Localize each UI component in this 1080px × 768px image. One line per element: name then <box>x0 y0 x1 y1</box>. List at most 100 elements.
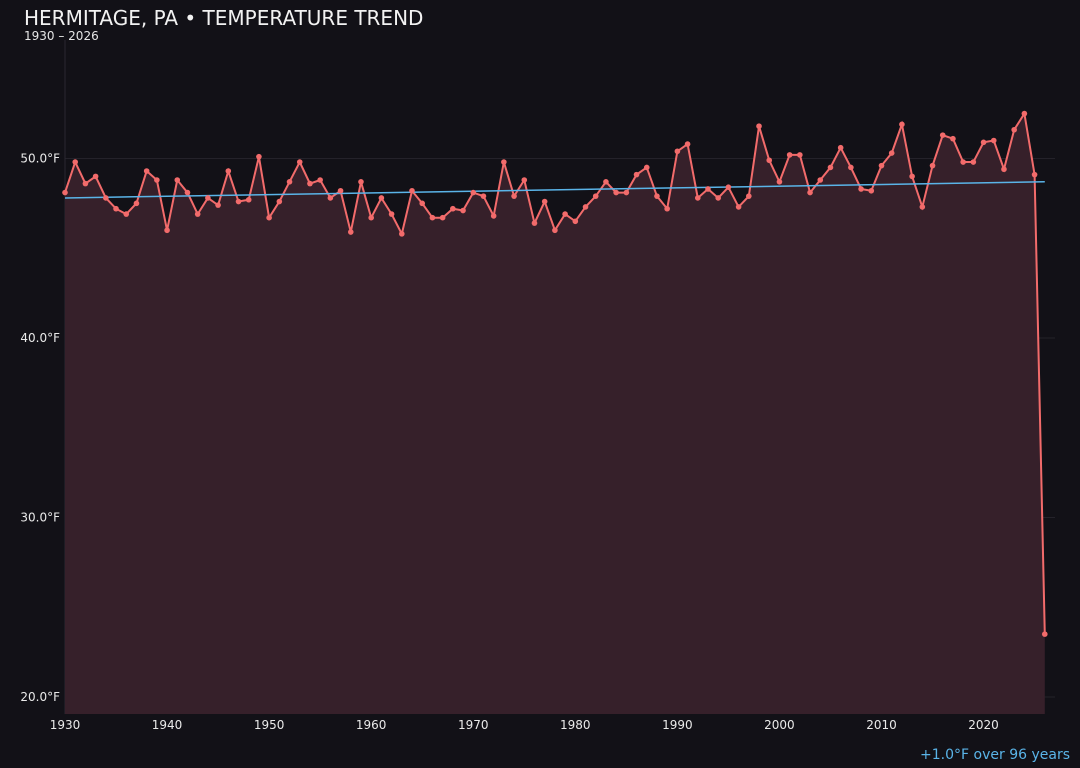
data-point <box>980 139 987 146</box>
data-point <box>705 186 711 192</box>
data-point <box>276 198 283 205</box>
data-point <box>521 177 528 183</box>
data-point <box>347 229 354 235</box>
data-point <box>633 171 640 178</box>
data-point <box>603 179 609 185</box>
data-point <box>470 189 477 196</box>
data-point <box>164 227 170 234</box>
data-point <box>307 180 313 187</box>
x-tick-label: 1980 <box>560 718 591 732</box>
data-point <box>613 189 619 196</box>
data-point <box>82 180 89 187</box>
data-point <box>786 152 793 158</box>
data-point <box>368 214 374 221</box>
data-point <box>133 200 140 207</box>
data-point <box>582 204 589 210</box>
data-point <box>664 205 670 212</box>
data-point <box>837 144 844 151</box>
data-point <box>562 211 568 217</box>
data-point <box>746 193 752 199</box>
data-point <box>970 159 977 165</box>
data-point <box>776 179 783 185</box>
data-point <box>1031 171 1038 178</box>
data-point <box>541 198 548 205</box>
data-point <box>694 195 701 201</box>
data-point <box>429 214 436 221</box>
data-point <box>888 150 895 156</box>
data-point <box>797 152 803 158</box>
data-point <box>245 196 252 203</box>
data-point <box>296 159 303 165</box>
data-point <box>480 193 487 199</box>
y-tick-label: 50.0°F <box>20 151 60 165</box>
x-tick-label: 2000 <box>764 718 795 732</box>
data-point <box>123 211 130 217</box>
data-point <box>654 193 660 199</box>
data-point <box>878 162 885 169</box>
data-point <box>552 227 558 234</box>
data-point <box>337 187 344 194</box>
data-point <box>490 213 497 219</box>
data-point <box>1021 110 1028 117</box>
y-tick-label: 40.0°F <box>20 331 60 345</box>
data-point <box>450 205 456 212</box>
data-point <box>725 184 732 190</box>
data-point <box>286 179 293 185</box>
data-point <box>399 231 405 237</box>
chart-title: HERMITAGE, PA • TEMPERATURE TREND <box>24 6 424 30</box>
data-point <box>256 153 262 160</box>
x-tick-label: 1990 <box>662 718 693 732</box>
data-point <box>643 164 650 171</box>
data-point <box>184 189 191 196</box>
data-point <box>858 186 864 192</box>
data-point <box>225 168 232 174</box>
data-point <box>143 168 150 174</box>
data-point <box>756 123 762 129</box>
data-point <box>939 132 946 138</box>
data-point <box>317 177 323 183</box>
data-point <box>501 159 507 165</box>
data-point <box>409 187 415 194</box>
x-tick-label: 2020 <box>968 718 999 732</box>
y-tick-label: 20.0°F <box>20 690 60 704</box>
data-point <box>378 195 385 201</box>
data-point <box>909 173 915 180</box>
data-point <box>715 195 721 201</box>
data-point <box>827 164 834 171</box>
data-point <box>1041 631 1048 637</box>
data-point <box>899 121 905 128</box>
data-point <box>92 173 99 180</box>
data-point <box>1011 126 1017 133</box>
data-point <box>950 135 956 142</box>
x-tick-label: 1960 <box>356 718 387 732</box>
data-point <box>62 189 68 196</box>
data-point <box>1001 166 1007 173</box>
data-point <box>990 137 997 144</box>
data-point <box>960 159 966 165</box>
data-point <box>113 205 119 212</box>
data-point <box>572 218 579 225</box>
data-point <box>674 148 681 155</box>
chart-subtitle: 1930 – 2026 <box>24 29 99 43</box>
x-tick-label: 1940 <box>152 718 183 732</box>
data-point <box>531 220 538 226</box>
data-point <box>205 195 211 201</box>
data-point <box>72 159 79 165</box>
data-point <box>766 157 773 164</box>
data-point <box>174 177 181 183</box>
data-point <box>848 164 854 171</box>
data-point <box>460 207 466 214</box>
data-point <box>807 189 813 196</box>
x-tick-label: 1950 <box>254 718 285 732</box>
data-point <box>919 204 926 210</box>
data-point <box>266 214 272 221</box>
trend-annotation: +1.0°F over 96 years <box>920 747 1070 763</box>
y-tick-label: 30.0°F <box>20 510 60 524</box>
x-tick-label: 1930 <box>50 718 81 732</box>
trend-line <box>64 181 1045 199</box>
data-point <box>215 202 221 208</box>
area-fill <box>65 113 1045 715</box>
data-point <box>735 204 742 210</box>
x-tick-label: 1970 <box>458 718 489 732</box>
